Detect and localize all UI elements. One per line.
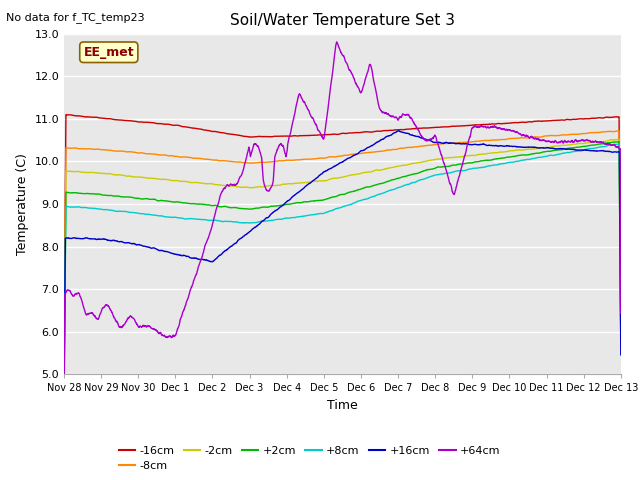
Y-axis label: Temperature (C): Temperature (C) <box>16 153 29 255</box>
Title: Soil/Water Temperature Set 3: Soil/Water Temperature Set 3 <box>230 13 455 28</box>
Legend: -16cm, -8cm, -2cm, +2cm, +8cm, +16cm, +64cm: -16cm, -8cm, -2cm, +2cm, +8cm, +16cm, +6… <box>114 441 505 476</box>
Text: EE_met: EE_met <box>83 46 134 59</box>
Text: No data for f_TC_temp23: No data for f_TC_temp23 <box>6 12 145 23</box>
X-axis label: Time: Time <box>327 399 358 412</box>
